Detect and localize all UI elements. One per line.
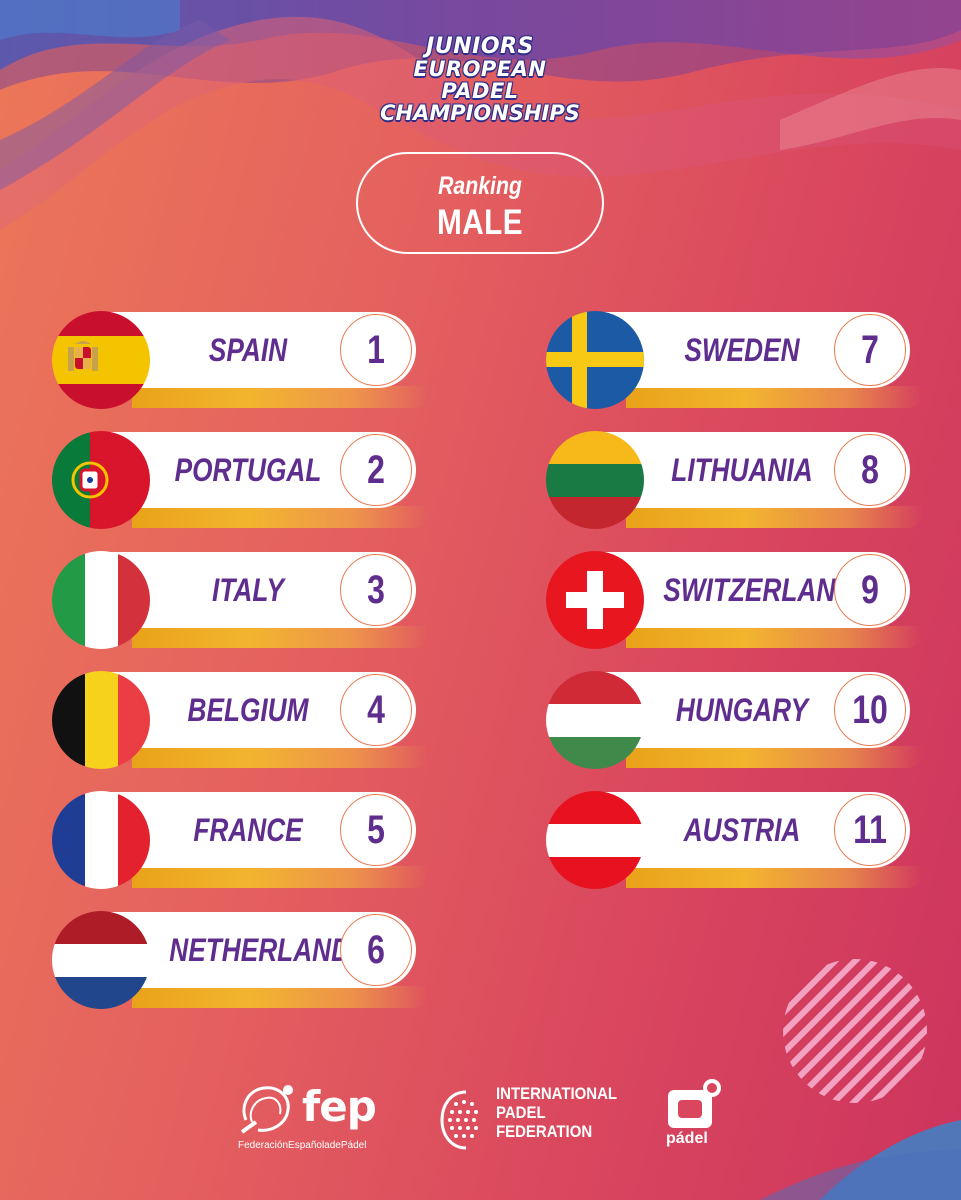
rank-number: 1	[367, 328, 385, 372]
fep-name: fep	[302, 1082, 377, 1131]
ranking-gender: MALE	[437, 203, 523, 242]
striped-circle-decoration	[783, 959, 927, 1103]
entry-accent-bar	[626, 626, 922, 648]
ranking-entry-hungary: HUNGARY 10	[546, 671, 922, 772]
rank-circle: 8	[834, 434, 906, 506]
rank-circle: 5	[340, 794, 412, 866]
country-name: AUSTRIA	[683, 812, 801, 848]
country-name: LITHUANIA	[671, 452, 813, 488]
ranking-entry-spain: SPAIN 1	[52, 311, 428, 412]
rank-number: 2	[367, 448, 385, 492]
sponsor-logos: fep FederaciónEspañoladePádel INTERNATIO…	[0, 1070, 961, 1170]
country-name: ITALY	[212, 572, 284, 608]
entry-accent-bar	[132, 386, 428, 408]
rank-circle: 4	[340, 674, 412, 746]
padel-racket-icon	[240, 1085, 293, 1134]
ranking-entry-lithuania: LITHUANIA 8	[546, 431, 922, 532]
rank-number: 4	[367, 688, 385, 732]
switzerland-flag-icon	[546, 551, 644, 649]
entry-accent-bar	[626, 386, 922, 408]
country-name: PORTUGAL	[174, 452, 322, 488]
country-name: SPAIN	[208, 332, 288, 368]
country-name: HUNGARY	[675, 692, 809, 728]
lithuania-flag-icon	[546, 431, 644, 529]
entry-accent-bar	[132, 986, 428, 1008]
portugal-flag-icon	[52, 431, 150, 529]
ipf-line-2: PADEL	[496, 1103, 546, 1122]
country-name: NETHERLANDS	[169, 932, 368, 968]
rank-circle: 10	[834, 674, 906, 746]
rank-number: 6	[367, 928, 385, 972]
rank-number: 9	[861, 568, 879, 612]
rank-circle: 7	[834, 314, 906, 386]
rank-circle: 11	[834, 794, 906, 866]
ipf-name: INTERNATIONAL PADEL FEDERATION	[496, 1084, 617, 1141]
rank-circle: 9	[834, 554, 906, 626]
entry-accent-bar	[132, 626, 428, 648]
ranking-entry-netherlands: NETHERLANDS 6	[52, 911, 428, 1012]
entry-accent-bar	[626, 506, 922, 528]
country-name: SWEDEN	[684, 332, 800, 368]
rank-number: 7	[861, 328, 879, 372]
rank-number: 11	[853, 808, 887, 852]
ranking-entry-switzerland: SWITZERLAND 9	[546, 551, 922, 652]
title-line-4: CHAMPIONSHIPS	[380, 101, 580, 125]
rank-circle: 2	[340, 434, 412, 506]
spain-flag-icon	[52, 311, 150, 409]
ranking-entry-italy: ITALY 3	[52, 551, 428, 652]
country-name: BELGIUM	[187, 692, 309, 728]
france-flag-icon	[52, 791, 150, 889]
title-line-3: PADEL	[441, 79, 519, 103]
country-name: SWITZERLAND	[663, 572, 855, 608]
entry-accent-bar	[132, 746, 428, 768]
rank-number: 5	[367, 808, 385, 852]
title-line-1: JUNIORS	[426, 34, 534, 59]
rank-circle: 3	[340, 554, 412, 626]
ranking-badge: Ranking MALE	[356, 152, 604, 254]
ranking-label: Ranking	[438, 172, 522, 200]
title-line-2: EUROPEAN	[413, 57, 547, 81]
fep-logo: fep FederaciónEspañoladePádel	[238, 1078, 388, 1151]
belgium-flag-icon	[52, 671, 150, 769]
netherlands-flag-icon	[52, 911, 150, 1009]
ipf-line-3: FEDERATION	[496, 1122, 593, 1141]
austria-flag-icon	[546, 791, 644, 889]
entry-accent-bar	[132, 866, 428, 888]
entry-accent-bar	[132, 506, 428, 528]
padel-logo: pádel	[660, 1076, 732, 1166]
padel-emblem-icon	[668, 1079, 721, 1128]
fep-subtitle: FederaciónEspañoladePádel	[238, 1140, 367, 1151]
ipf-line-1: INTERNATIONAL	[496, 1084, 618, 1103]
ipf-ball-icon	[440, 1090, 478, 1150]
entry-accent-bar	[626, 866, 922, 888]
ranking-entry-belgium: BELGIUM 4	[52, 671, 428, 772]
sweden-flag-icon	[546, 311, 644, 409]
ranking-entry-austria: AUSTRIA 11	[546, 791, 922, 892]
ranking-entry-france: FRANCE 5	[52, 791, 428, 892]
entry-accent-bar	[626, 746, 922, 768]
country-name: FRANCE	[193, 812, 303, 848]
rank-number: 10	[852, 688, 888, 732]
rank-number: 3	[367, 568, 385, 612]
rank-circle: 1	[340, 314, 412, 386]
ranking-entry-sweden: SWEDEN 7	[546, 311, 922, 412]
padel-name: pádel	[666, 1130, 708, 1147]
rank-circle: 6	[340, 914, 412, 986]
ranking-entry-portugal: PORTUGAL 2	[52, 431, 428, 532]
italy-flag-icon	[52, 551, 150, 649]
ipf-logo: INTERNATIONAL PADEL FEDERATION	[440, 1080, 620, 1160]
rank-number: 8	[861, 448, 879, 492]
hungary-flag-icon	[546, 671, 644, 769]
championship-title: JUNIORS EUROPEAN PADEL CHAMPIONSHIPS	[330, 34, 630, 125]
